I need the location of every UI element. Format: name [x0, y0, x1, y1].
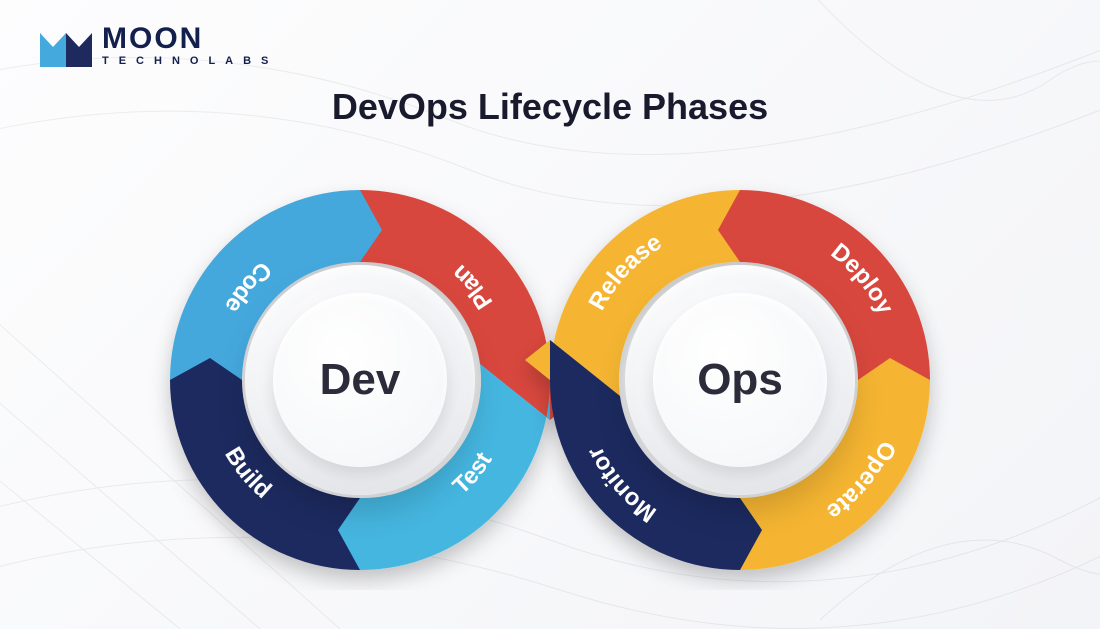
ops-center-disc: Ops: [625, 265, 855, 495]
page-title: DevOps Lifecycle Phases: [0, 86, 1100, 128]
page: MOON TECHNOLABS DevOps Lifecycle Phases: [0, 0, 1100, 629]
infinity-svg: Plan Code Build Test Release Deploy Oper…: [100, 170, 1000, 590]
dev-center-label: Dev: [320, 355, 401, 405]
brand-logo: MOON TECHNOLABS: [40, 24, 278, 67]
devops-infinity-diagram: Plan Code Build Test Release Deploy Oper…: [100, 170, 1000, 590]
dev-center-disc: Dev: [245, 265, 475, 495]
ops-center-label: Ops: [697, 355, 783, 405]
logo-mark-icon: [40, 25, 92, 67]
logo-sub-text: TECHNOLABS: [102, 56, 278, 67]
logo-main-text: MOON: [102, 24, 278, 54]
